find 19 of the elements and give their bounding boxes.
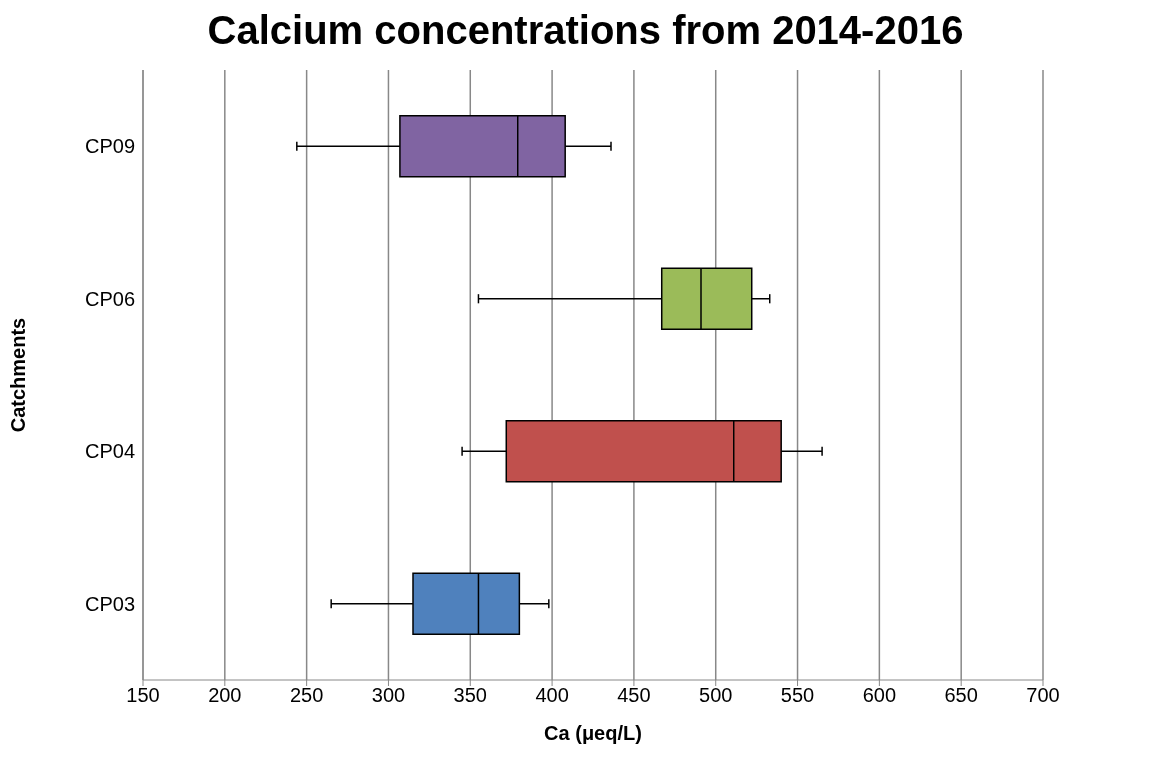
x-tick-label: 700 bbox=[1026, 684, 1060, 707]
x-tick-label: 400 bbox=[535, 684, 569, 707]
x-tick-label: 250 bbox=[289, 684, 324, 707]
x-tick-label: 300 bbox=[371, 684, 406, 707]
x-tick-label: 600 bbox=[862, 684, 897, 707]
x-tick-label: 450 bbox=[617, 684, 651, 707]
x-axis-title: Ca (μeq/L) bbox=[544, 722, 642, 744]
x-tick-label: 500 bbox=[699, 684, 733, 707]
y-tick-label: CP04 bbox=[84, 440, 135, 463]
x-tick-label: 150 bbox=[126, 684, 160, 707]
x-tick-label: 550 bbox=[780, 684, 815, 707]
x-tick-label: 200 bbox=[208, 684, 242, 707]
y-axis-title: Catchments bbox=[7, 317, 30, 433]
y-tick-label: CP03 bbox=[84, 592, 135, 615]
y-tick-label: CP09 bbox=[84, 135, 135, 158]
x-tick-label: 350 bbox=[453, 684, 487, 707]
y-tick-label: CP06 bbox=[84, 287, 135, 310]
x-tick-label: 650 bbox=[944, 684, 978, 707]
chart-title: Calcium concentrations from 2014-2016 bbox=[206, 8, 965, 54]
